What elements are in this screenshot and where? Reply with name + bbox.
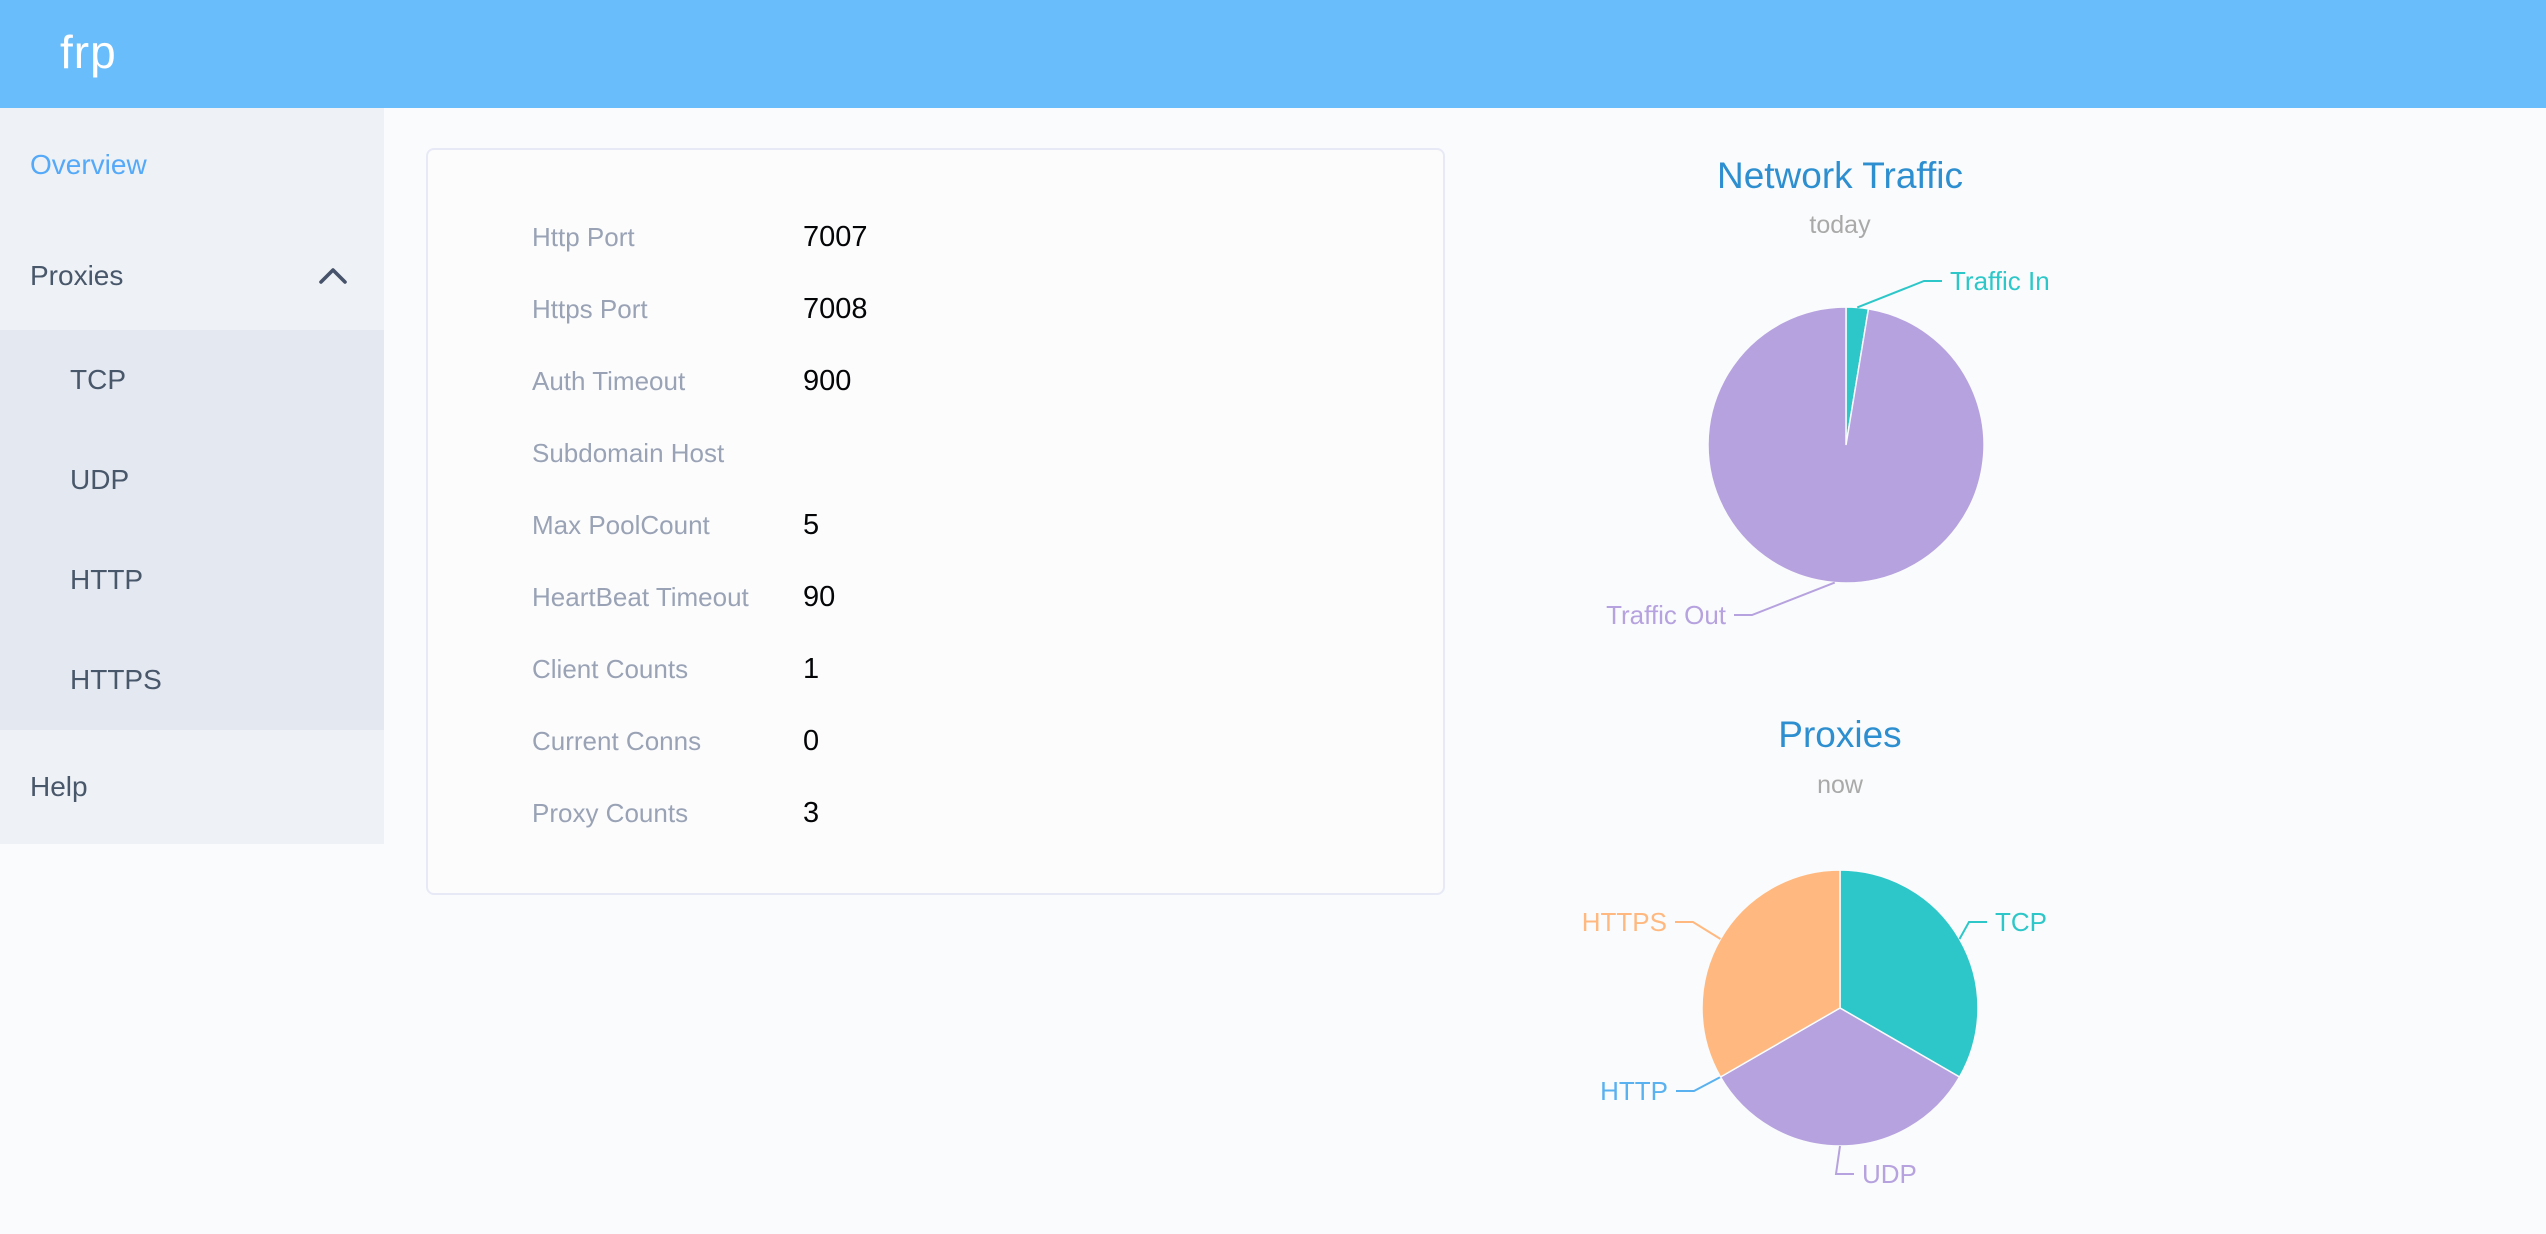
app-logo: frp bbox=[60, 26, 117, 78]
info-row: Auth Timeout 900 bbox=[428, 345, 1443, 417]
proxies-chart-title: Proxies bbox=[1778, 714, 1902, 755]
info-value: 3 bbox=[803, 797, 820, 829]
info-label: Current Conns bbox=[532, 726, 702, 756]
pie-label-line-http bbox=[1676, 1076, 1721, 1092]
info-row: Client Counts 1 bbox=[428, 633, 1443, 705]
pie-label-https: HTTPS bbox=[1582, 907, 1667, 937]
pie-label-traffic-in: Traffic In bbox=[1950, 266, 2050, 296]
pie-label-traffic-out: Traffic Out bbox=[1606, 600, 1727, 630]
sidebar-item-label: UDP bbox=[70, 464, 130, 495]
info-label: Proxy Counts bbox=[532, 798, 689, 828]
info-label: Subdomain Host bbox=[532, 438, 725, 468]
info-value: 0 bbox=[803, 725, 820, 757]
info-row: HeartBeat Timeout 90 bbox=[428, 561, 1443, 633]
sidebar-item-label: TCP bbox=[70, 364, 126, 395]
sidebar-item-tcp[interactable]: TCP bbox=[0, 330, 384, 430]
info-row: Max PoolCount 5 bbox=[428, 489, 1443, 561]
sidebar-proxies-submenu: TCP UDP HTTP HTTPS bbox=[0, 330, 384, 730]
info-value: 1 bbox=[803, 653, 820, 685]
info-value: 5 bbox=[803, 509, 820, 541]
info-value: 900 bbox=[803, 365, 852, 397]
sidebar-item-label: Proxies bbox=[30, 260, 124, 291]
info-row: Proxy Counts 3 bbox=[428, 777, 1443, 849]
proxies-chart-subtitle: now bbox=[1817, 771, 1863, 799]
sidebar-item-label: Help bbox=[30, 771, 88, 802]
sidebar-item-proxies[interactable]: Proxies bbox=[0, 222, 384, 330]
info-row: Subdomain Host bbox=[428, 417, 1443, 489]
pie-label-line-udp bbox=[1834, 1145, 1854, 1175]
sidebar-item-udp[interactable]: UDP bbox=[0, 430, 384, 530]
info-row: Http Port 7007 bbox=[428, 201, 1443, 273]
network-traffic-title: Network Traffic bbox=[1716, 155, 1964, 196]
info-label: Http Port bbox=[532, 222, 635, 252]
sidebar-item-help[interactable]: Help bbox=[0, 730, 384, 844]
pie-label-tcp: TCP bbox=[1995, 907, 2047, 937]
sidebar-item-https[interactable]: HTTPS bbox=[0, 630, 384, 730]
info-value: 90 bbox=[803, 581, 836, 613]
app-header: frp bbox=[0, 0, 2546, 108]
info-row: Current Conns 0 bbox=[428, 705, 1443, 777]
sidebar: Overview Proxies TCP UDP HTTP HTTPS Help bbox=[0, 108, 384, 844]
info-value: 7008 bbox=[803, 293, 868, 325]
pie-label-line-https bbox=[1675, 921, 1722, 940]
info-label: Client Counts bbox=[532, 654, 689, 684]
info-label: Https Port bbox=[532, 294, 648, 324]
sidebar-item-overview[interactable]: Overview bbox=[0, 108, 384, 222]
info-label: HeartBeat Timeout bbox=[532, 582, 749, 612]
pie-label-http: HTTP bbox=[1600, 1076, 1668, 1106]
pie-label-udp: UDP bbox=[1862, 1159, 1917, 1189]
info-row: Https Port 7008 bbox=[428, 273, 1443, 345]
pie-slice-traffic-out[interactable] bbox=[1707, 306, 1985, 584]
server-info-card: Http Port 7007 Https Port 7008 Auth Timeout 9… bbox=[426, 148, 1445, 895]
server-info-rows: Http Port 7007 Https Port 7008 Auth Timeout 9… bbox=[428, 201, 1443, 849]
pie-label-line-traffic-out bbox=[1734, 581, 1836, 616]
info-label: Max PoolCount bbox=[532, 510, 710, 540]
sidebar-item-label: Overview bbox=[30, 149, 147, 180]
chevron-up-icon bbox=[319, 268, 347, 284]
network-traffic-subtitle: today bbox=[1809, 211, 1871, 239]
pie-label-line-tcp bbox=[1958, 921, 1987, 940]
pie-label-line-traffic-in bbox=[1856, 280, 1942, 309]
info-value: 7007 bbox=[803, 221, 868, 253]
info-label: Auth Timeout bbox=[532, 366, 686, 396]
sidebar-item-label: HTTPS bbox=[70, 664, 162, 695]
sidebar-item-http[interactable]: HTTP bbox=[0, 530, 384, 630]
sidebar-item-label: HTTP bbox=[70, 564, 144, 595]
